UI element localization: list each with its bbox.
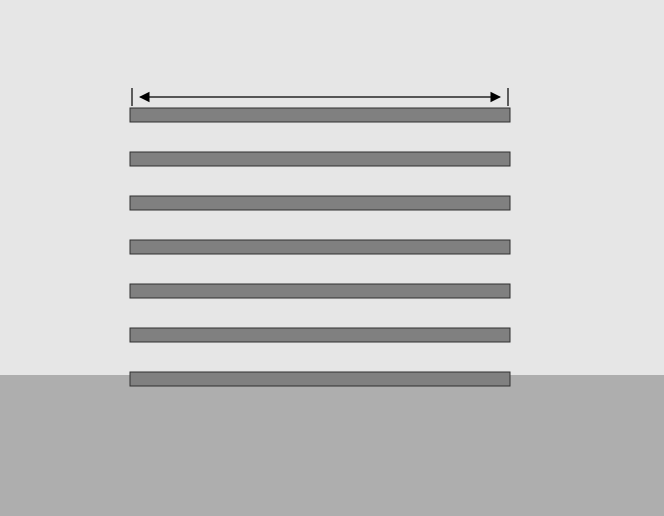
active-layer-bar: [130, 240, 510, 254]
n-inp-region: [0, 375, 664, 516]
p-inp-region: [0, 0, 664, 375]
active-layer-bar: [130, 372, 510, 386]
active-layer-bar: [130, 108, 510, 122]
active-layer-bar: [130, 328, 510, 342]
active-layer-bar: [130, 196, 510, 210]
active-layer-bar: [130, 284, 510, 298]
active-layer-bar: [130, 152, 510, 166]
